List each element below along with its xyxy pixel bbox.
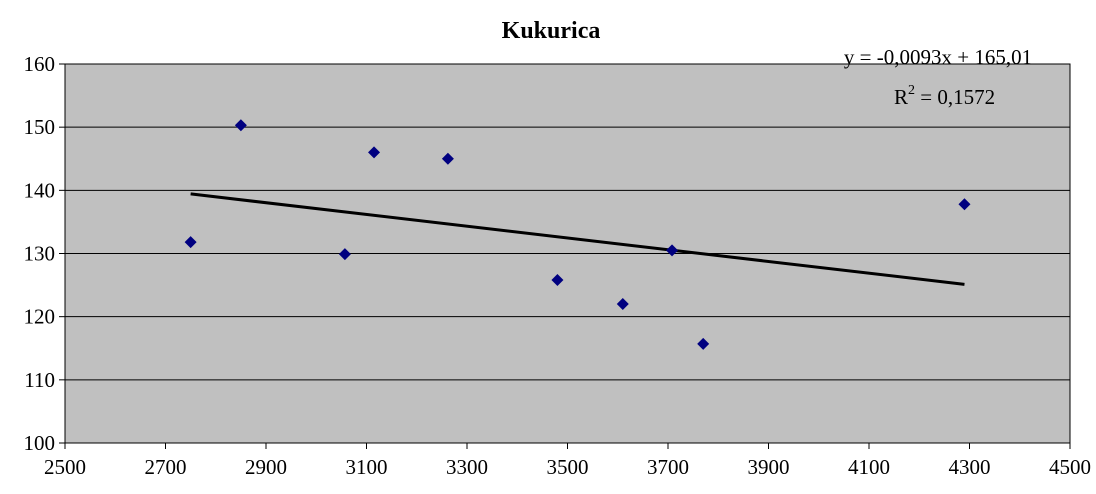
data-point [184, 236, 197, 249]
r-squared-r: R [894, 85, 908, 109]
chart-title: Kukurica [502, 18, 601, 44]
data-point [441, 152, 454, 165]
x-tick-label: 4500 [1049, 455, 1091, 479]
data-point [234, 119, 247, 132]
y-axis-ticks: 100 110 120 130 140 150 160 [24, 52, 65, 455]
y-tick-label: 100 [24, 431, 56, 455]
y-tick-label: 160 [24, 52, 56, 76]
data-points [184, 119, 971, 350]
x-tick-label: 3700 [647, 455, 689, 479]
trendline-equation: y = -0,0093x + 165,01 [844, 45, 1032, 69]
y-tick-label: 140 [24, 178, 56, 202]
y-tick-label: 130 [24, 242, 56, 266]
x-axis-ticks: 2500 2700 2900 3100 3300 3500 3700 3900 4100 4300… [44, 443, 1091, 479]
data-point [616, 298, 629, 311]
x-tick-label: 3900 [748, 455, 790, 479]
r-squared-value: = 0,1572 [915, 85, 995, 109]
r-squared-superscript: 2 [908, 83, 915, 98]
y-tick-label: 150 [24, 115, 56, 139]
x-tick-label: 2500 [44, 455, 86, 479]
y-tick-label: 110 [24, 368, 55, 392]
data-point [666, 244, 679, 257]
data-point [368, 146, 381, 159]
gridlines [65, 126, 1070, 381]
data-point [697, 337, 710, 350]
x-tick-label: 2700 [145, 455, 187, 479]
data-point [338, 248, 351, 261]
data-point [958, 198, 971, 211]
data-point [551, 274, 564, 287]
y-tick-label: 120 [24, 305, 56, 329]
x-tick-label: 4300 [949, 455, 991, 479]
x-tick-label: 2900 [245, 455, 287, 479]
x-tick-label: 3500 [547, 455, 589, 479]
x-tick-label: 3300 [446, 455, 488, 479]
x-tick-label: 4100 [848, 455, 890, 479]
r-squared-label: R2 = 0,1572 [894, 83, 995, 109]
x-tick-label: 3100 [346, 455, 388, 479]
trendline [190, 192, 965, 286]
